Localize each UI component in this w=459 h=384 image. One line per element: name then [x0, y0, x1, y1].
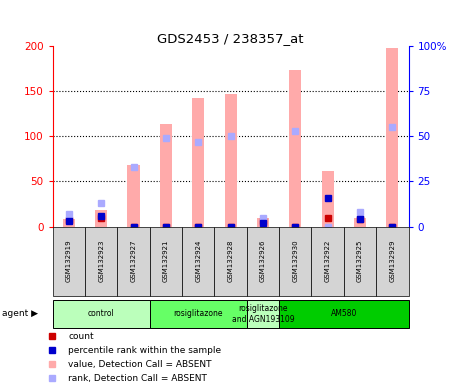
- Text: GSM132929: GSM132929: [389, 240, 395, 282]
- Bar: [279, 227, 312, 296]
- Text: value, Detection Call = ABSENT: value, Detection Call = ABSENT: [68, 360, 212, 369]
- Text: rosiglitazone: rosiglitazone: [174, 310, 223, 318]
- Bar: [182, 227, 214, 296]
- Text: GSM132925: GSM132925: [357, 240, 363, 282]
- Bar: [321, 170, 334, 227]
- Text: percentile rank within the sample: percentile rank within the sample: [68, 346, 221, 355]
- Text: rosiglitazone
and AGN193109: rosiglitazone and AGN193109: [232, 304, 294, 324]
- Text: GSM132919: GSM132919: [66, 240, 72, 283]
- Text: GSM132921: GSM132921: [163, 240, 169, 282]
- Text: GSM132927: GSM132927: [131, 240, 137, 282]
- Bar: [150, 227, 182, 296]
- Bar: [279, 300, 409, 328]
- Bar: [386, 48, 398, 227]
- Title: GDS2453 / 238357_at: GDS2453 / 238357_at: [157, 32, 304, 45]
- Text: control: control: [88, 310, 115, 318]
- Bar: [214, 227, 247, 296]
- Text: GSM132923: GSM132923: [98, 240, 104, 282]
- Bar: [354, 217, 366, 227]
- Bar: [312, 227, 344, 296]
- Bar: [118, 227, 150, 296]
- Bar: [289, 70, 302, 227]
- Text: GSM132924: GSM132924: [196, 240, 202, 282]
- Bar: [344, 227, 376, 296]
- Bar: [160, 124, 172, 227]
- Bar: [376, 227, 409, 296]
- Text: AM580: AM580: [330, 310, 357, 318]
- Bar: [150, 300, 247, 328]
- Text: rank, Detection Call = ABSENT: rank, Detection Call = ABSENT: [68, 374, 207, 383]
- Bar: [247, 300, 279, 328]
- Text: agent ▶: agent ▶: [2, 310, 38, 318]
- Text: GSM132922: GSM132922: [325, 240, 330, 282]
- Text: count: count: [68, 332, 94, 341]
- Bar: [53, 227, 85, 296]
- Bar: [247, 227, 279, 296]
- Bar: [95, 210, 107, 227]
- Bar: [63, 219, 75, 227]
- Text: GSM132928: GSM132928: [228, 240, 234, 282]
- Bar: [257, 218, 269, 227]
- Bar: [85, 227, 118, 296]
- Text: GSM132926: GSM132926: [260, 240, 266, 282]
- Bar: [224, 94, 237, 227]
- Bar: [128, 165, 140, 227]
- Text: GSM132930: GSM132930: [292, 240, 298, 283]
- Bar: [53, 300, 150, 328]
- Bar: [192, 98, 204, 227]
